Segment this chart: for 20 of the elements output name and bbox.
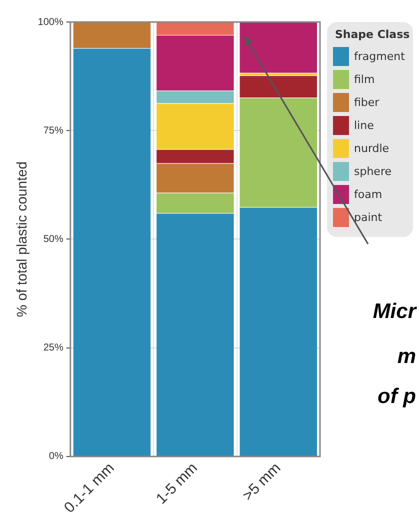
text: m	[397, 345, 416, 369]
y-tick-label: 75%	[43, 125, 64, 136]
legend-label: paint	[354, 211, 382, 224]
text: Micr	[372, 300, 416, 324]
y-tick-label: 25%	[43, 342, 64, 354]
y-tick-label: 100%	[38, 16, 64, 28]
legend-label: film	[354, 73, 375, 86]
y-tick-label: 0%	[48, 451, 64, 462]
legend-label: line	[354, 119, 374, 132]
x-tick-label: >5 mm	[239, 460, 284, 504]
legend-title: Shape Class	[335, 28, 411, 41]
x-tick-label: 1-5 mm	[152, 460, 201, 508]
y-tick-label: 50%	[43, 234, 64, 245]
y-axis-title: % of total plastic counted	[13, 161, 30, 318]
legend-label: nurdle	[354, 142, 390, 155]
legend-label: fragment	[354, 50, 405, 63]
text: of p	[378, 385, 416, 409]
legend-label: sphere	[354, 165, 392, 178]
legend-label: foam	[354, 188, 382, 201]
legend-label: fiber	[354, 96, 380, 109]
